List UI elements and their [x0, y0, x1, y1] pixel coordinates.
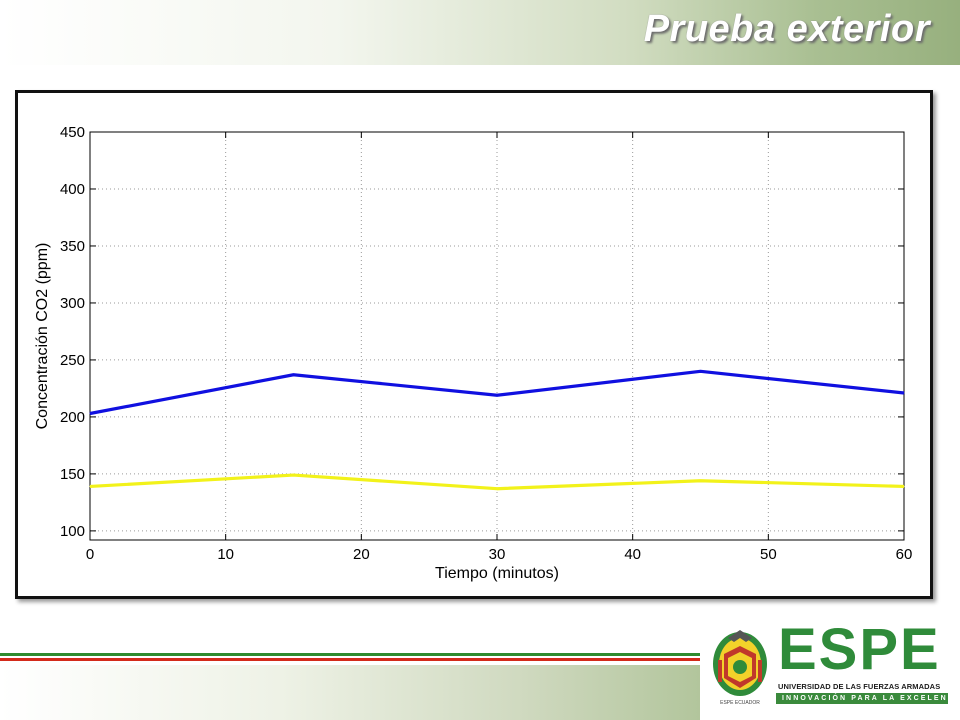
data-point	[700, 480, 701, 482]
logo-tagline: INNOVACIÓN PARA LA EXCELENCIA	[782, 695, 960, 702]
y-tick-label: 350	[60, 238, 85, 255]
logo-subtitle: UNIVERSIDAD DE LAS FUERZAS ARMADAS	[778, 682, 941, 691]
x-axis-label: Tiempo (minutos)	[435, 565, 559, 582]
espe-logo: ESPE ECUADOR ESPE UNIVERSIDAD DE LAS FUE…	[702, 616, 960, 720]
x-tick-label: 60	[896, 546, 913, 563]
y-tick-label: 450	[60, 124, 85, 141]
data-point	[293, 374, 294, 376]
data-point	[89, 412, 91, 414]
y-tick-label: 300	[60, 295, 85, 312]
logo-tagline-bar	[776, 693, 948, 704]
data-point	[903, 392, 905, 394]
data-point	[903, 485, 905, 487]
footer-line-red	[0, 658, 700, 661]
x-tick-label: 30	[489, 546, 506, 563]
header-band	[0, 0, 960, 65]
y-tick-label: 400	[60, 181, 85, 198]
chart-frame: 0 10 20 30 40 50 60 100 150 200 250 300 350 400 450 Tie…	[15, 90, 933, 599]
x-tick-label: 0	[86, 546, 94, 563]
data-point	[496, 394, 498, 396]
y-tick-label: 250	[60, 352, 85, 369]
x-tick-label: 20	[353, 546, 370, 563]
footer-line-green	[0, 653, 700, 656]
data-point	[700, 370, 701, 372]
footer-band	[0, 665, 700, 720]
data-point	[293, 474, 294, 476]
y-tick-label: 100	[60, 523, 85, 540]
crest-caption: ESPE ECUADOR	[720, 700, 760, 706]
x-tick-label: 50	[760, 546, 777, 563]
y-tick-label: 150	[60, 466, 85, 483]
y-axis-label: Concentración CO2 (ppm)	[34, 243, 51, 430]
y-tick-label: 200	[60, 409, 85, 426]
footer-divider	[0, 653, 700, 665]
co2-line-chart: 0 10 20 30 40 50 60 100 150 200 250 300 350 400 450 Tie…	[34, 124, 913, 582]
university-crest-icon	[713, 630, 767, 696]
x-tick-label: 10	[217, 546, 234, 563]
logo-wordmark: ESPE	[778, 617, 941, 682]
data-point	[496, 488, 498, 490]
slide-title: Prueba exterior	[643, 8, 930, 50]
data-point	[89, 485, 91, 487]
x-tick-label: 40	[624, 546, 641, 563]
